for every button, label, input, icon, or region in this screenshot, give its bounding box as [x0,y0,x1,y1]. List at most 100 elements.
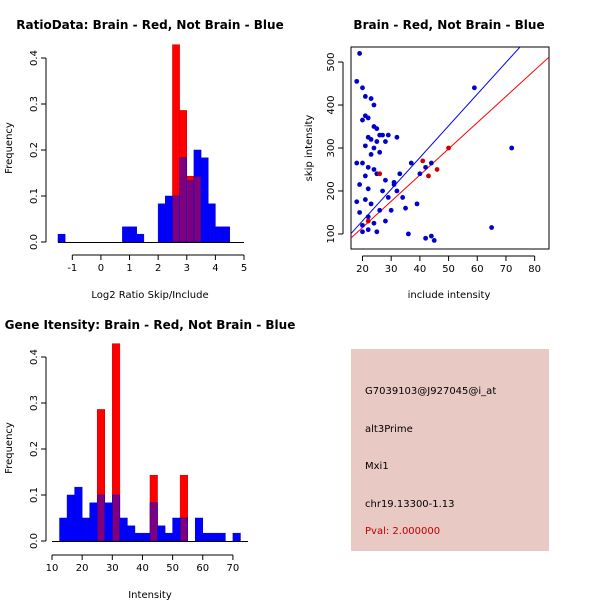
scatter-blue-fit-line [351,47,521,234]
ratio-y-label: Frequency [4,122,15,174]
ratio-x-tick-label: 1 [126,263,132,274]
scatter-not-brain-point [360,117,365,123]
ratio-axes: -1 0 1 2 3 4 5 0.0 0.1 0.2 0.3 0.4 [29,50,247,274]
ratio-y-tick-label: 0.3 [29,96,40,112]
scatter-not-brain-point [371,102,377,108]
ratio-x-tick-label: 2 [155,263,161,274]
gene-name-text: Mxi1 [365,461,389,472]
gene-not-brain-bar [74,486,83,542]
scatter-x-tick-label: 80 [528,264,541,275]
gene-not-brain-bar [142,532,151,542]
scatter-not-brain-point [360,229,365,235]
gene-chart-title: Gene Itensity: Brain - Red, Not Brain - … [5,318,296,332]
gene-x-tick-label: 20 [76,563,89,574]
gene-not-brain-bar [81,517,90,542]
probe-id-text: G7039103@J927045@i_at [365,386,497,397]
scatter-not-brain-point [377,149,383,155]
gene-x-tick-label: 60 [196,563,209,574]
gene-x-tick-label: 10 [46,563,59,574]
scatter-not-brain-point [357,210,363,215]
scatter-not-brain-point [431,238,437,243]
scatter-not-brain-point [365,227,371,233]
scatter-brain-point [434,167,440,172]
gene-axes: 10 20 30 40 50 60 70 0.0 0.1 0.2 0.3 0.4 [29,349,248,574]
scatter-not-brain-point [368,137,374,142]
ratio-x-tick-label: 5 [241,263,247,274]
chromosome-location-text: chr19.13300-1.13 [365,499,455,510]
gene-y-label: Frequency [4,422,15,474]
ratio-x-tick-label: 4 [212,263,218,274]
gene-y-tick-label: 0.3 [29,395,40,411]
gene-overlap-bar [149,502,158,542]
scatter-not-brain-point [414,201,420,207]
ratio-overlap-bar [186,180,195,243]
scatter-y-tick-label: 300 [326,138,337,157]
scatter-not-brain-point [374,229,380,235]
ratio-overlap-bar [172,195,180,243]
scatter-not-brain-point [385,195,391,200]
gene-not-brain-bar [119,517,128,542]
gene-x-tick-label: 70 [227,563,240,574]
scatter-not-brain-point [362,173,368,179]
gene-not-brain-bar [210,532,219,542]
gene-not-brain-bar [134,532,143,542]
scatter-brain-point [446,145,451,151]
scatter-not-brain-point [428,160,434,166]
ratio-y-tick-label: 0.0 [29,234,40,250]
scatter-not-brain-point [400,195,406,200]
pval-text: Pval: 2.000000 [365,526,441,537]
ratio-x-label: Log2 Ratio Skip/Include [91,290,208,301]
scatter-not-brain-point [385,132,391,138]
scatter-not-brain-point [365,186,371,192]
gene-not-brain-bar [232,532,241,542]
intensity-scatter-panel: Brain - Red, Not Brain - Blue 20 30 40 50 60… [304,18,550,301]
scatter-not-brain-point [374,126,380,132]
scatter-fit-lines [351,47,549,239]
gene-y-tick-label: 0.0 [29,533,40,549]
scatter-y-tick-label: 400 [326,95,337,114]
gene-bars [59,343,241,542]
ratio-y-tick-label: 0.4 [29,50,40,66]
scatter-x-tick-label: 40 [414,264,427,275]
scatter-not-brain-point [362,197,368,202]
scatter-not-brain-point [357,51,363,56]
scatter-y-tick-label: 200 [326,181,337,200]
ratio-chart-title: RatioData: Brain - Red, Not Brain - Blue [16,18,283,32]
ratio-not-brain-bar [157,203,166,243]
gene-not-brain-bar [217,532,226,542]
scatter-not-brain-point [354,160,360,166]
ratio-x-tick-label: 0 [98,263,104,274]
scatter-not-brain-point [374,139,380,144]
scatter-not-brain-point [354,78,360,84]
scatter-not-brain-point [383,177,388,183]
scatter-not-brain-point [423,164,429,170]
ratio-not-brain-bar [200,157,209,243]
scatter-not-brain-point [509,145,515,151]
scatter-not-brain-point [383,218,388,224]
probe-info-panel: G7039103@J927045@i_at alt3Prime Mxi1 chr… [351,349,549,551]
ratio-not-brain-bar [165,195,173,243]
scatter-brain-point [426,173,431,179]
ratio-bars [57,44,230,243]
scatter-not-brain-point [365,164,371,170]
scatter-not-brain-point [360,160,365,166]
event-type-text: alt3Prime [365,424,413,435]
scatter-x-tick-label: 20 [356,264,369,275]
scatter-not-brain-point [388,207,394,213]
scatter-x-tick-label: 30 [385,264,398,275]
ratio-not-brain-bar [122,226,130,243]
gene-not-brain-bar [194,517,204,542]
scatter-not-brain-point [357,182,363,187]
scatter-y-label: skip intensity [304,115,315,182]
scatter-not-brain-point [391,182,397,187]
scatter-x-label: include intensity [408,290,491,301]
gene-not-brain-bar [59,517,68,542]
ratio-histogram-panel: RatioData: Brain - Red, Not Brain - Blue… [4,18,284,301]
scatter-brain-point [420,158,426,164]
gene-not-brain-bar [202,532,211,542]
gene-y-tick-label: 0.2 [29,441,40,457]
scatter-not-brain-point [394,134,400,140]
ratio-y-tick-label: 0.1 [29,188,40,204]
